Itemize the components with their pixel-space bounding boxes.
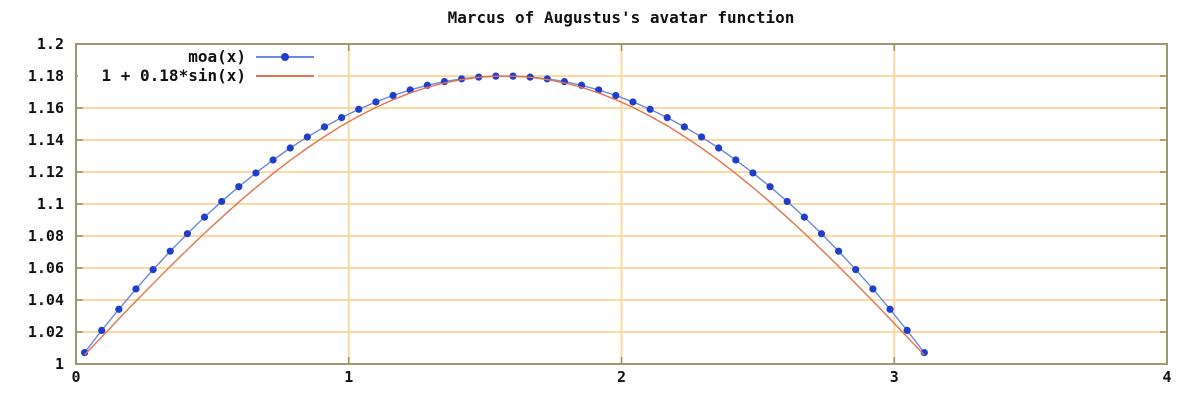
- chart-title: Marcus of Augustus's avatar function: [447, 8, 795, 27]
- series-0-point: [320, 123, 329, 131]
- legend-entry-sin: 1 + 0.18*sin(x): [78, 66, 314, 85]
- series-0-point: [183, 230, 191, 238]
- series-0-point: [355, 105, 363, 113]
- series-0-point: [218, 197, 226, 206]
- series-0-point: [132, 285, 140, 293]
- series-0-point: [749, 169, 757, 177]
- series-0-point: [646, 105, 654, 113]
- x-tick-label: 2: [616, 368, 627, 386]
- x-tick-label: 1: [344, 368, 354, 386]
- y-tick-label: 1.08: [27, 227, 64, 245]
- series-0-point: [389, 91, 397, 100]
- y-tick-label: 1.02: [27, 323, 64, 341]
- series-0-point: [98, 326, 106, 334]
- x-tick-label: 0: [71, 368, 81, 386]
- series-0-point: [338, 114, 346, 122]
- series-0-point: [115, 305, 123, 313]
- y-tick-label: 1.14: [27, 131, 64, 149]
- series-0-point: [732, 156, 740, 164]
- y-tick-label: 1.06: [27, 259, 64, 277]
- series-0-point: [817, 230, 826, 238]
- legend: moa(x) 1 + 0.18*sin(x): [78, 47, 318, 85]
- series-0-point: [252, 169, 260, 177]
- y-tick-label: 1.12: [27, 163, 64, 181]
- legend-entry-moa: moa(x): [78, 47, 314, 66]
- legend-point-icon: [281, 52, 289, 61]
- legend-label-sin: 1 + 0.18*sin(x): [101, 66, 247, 85]
- series-0-point: [629, 98, 637, 106]
- series-0-point: [235, 183, 243, 191]
- series-0-point: [149, 266, 157, 274]
- legend-line-icon: [256, 74, 314, 77]
- series-0-point: [80, 349, 89, 357]
- series-0-point: [920, 349, 928, 357]
- series-0-line: [84, 75, 925, 354]
- series-0-point: [715, 144, 723, 152]
- y-tick-label: 1.1: [36, 195, 64, 213]
- series-0-point: [766, 183, 774, 191]
- series-0-point: [200, 213, 209, 221]
- series-0-point: [372, 98, 380, 106]
- series-0-point: [852, 266, 860, 274]
- series-0-point: [303, 133, 311, 141]
- series-0-point: [612, 91, 620, 100]
- series-0-point: [663, 114, 671, 122]
- x-tick-label: 3: [889, 368, 899, 386]
- legend-sample-moa: [256, 47, 314, 66]
- series-0-point: [783, 197, 791, 206]
- series-0-point: [286, 144, 294, 152]
- series-0-point: [886, 305, 894, 313]
- y-tick-label: 1.04: [27, 291, 64, 309]
- series-1-line: [84, 75, 925, 356]
- series-0-point: [269, 156, 277, 164]
- y-tick-label: 1.16: [27, 99, 64, 117]
- series-0-point: [697, 133, 706, 141]
- x-tick-label: 4: [1162, 368, 1172, 386]
- y-tick-label: 1: [54, 355, 64, 373]
- series-0-point: [166, 247, 174, 255]
- series-0-point: [869, 285, 877, 293]
- series-0-point: [800, 213, 808, 221]
- y-tick-label: 1.18: [27, 67, 64, 85]
- y-tick-label: 1.2: [36, 35, 64, 53]
- legend-sample-sin: [256, 66, 314, 85]
- series-0-point: [903, 326, 911, 334]
- series-0-point: [835, 247, 843, 255]
- series-0-point: [680, 123, 688, 131]
- legend-label-moa: moa(x): [188, 47, 246, 66]
